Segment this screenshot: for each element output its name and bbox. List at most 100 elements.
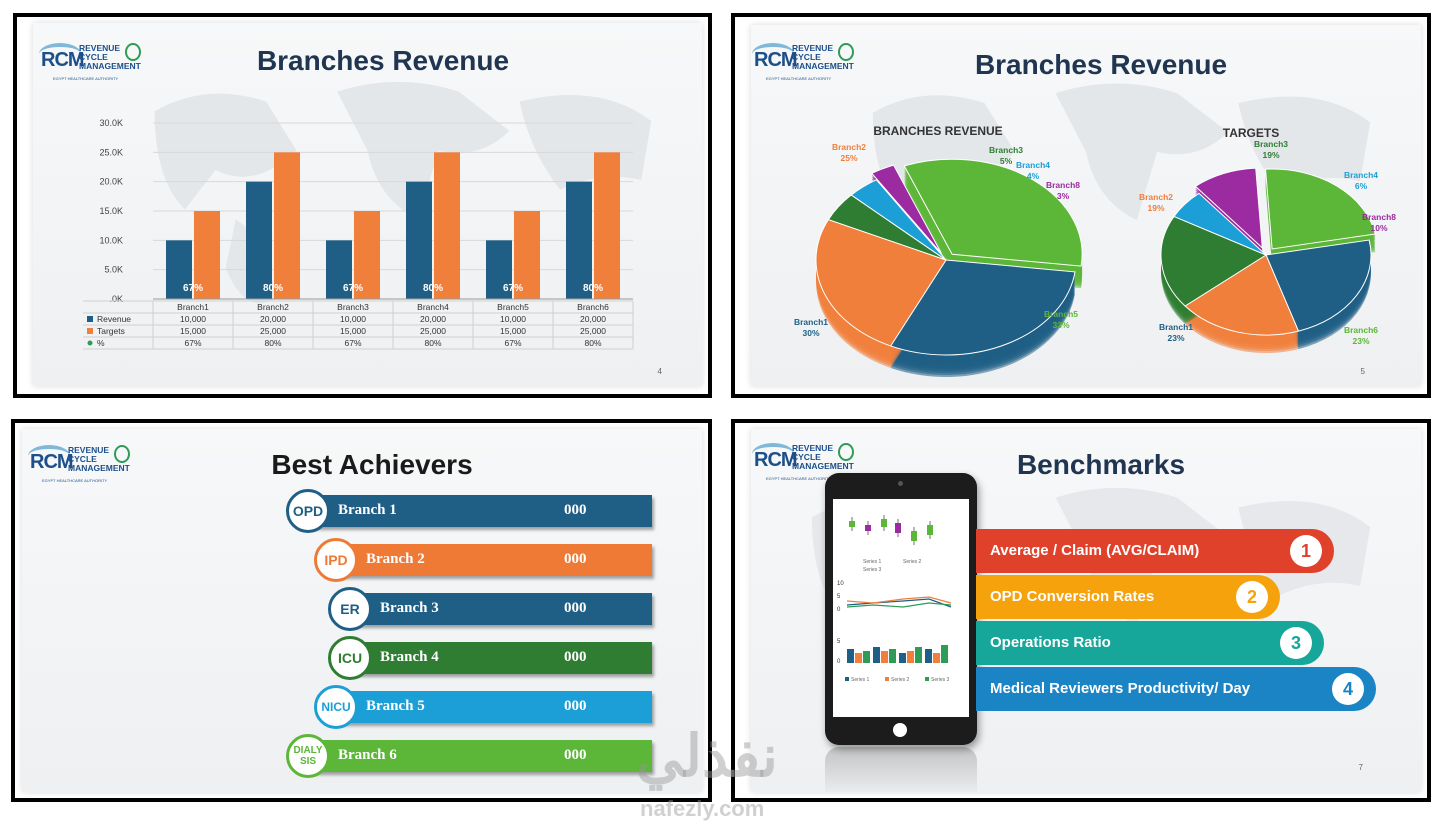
benchmark-number-badge: 4	[1332, 673, 1364, 705]
table-cell: 15,000	[500, 326, 526, 336]
percent-label: 67%	[503, 283, 523, 294]
mini-line-series	[846, 598, 952, 608]
benchmark-item[interactable]: Operations Ratio 3	[976, 621, 1324, 665]
slide-revenue-pie: RCM REVENUE CYCLE MANAGEMENT EGYPT HEALTHC…	[751, 25, 1421, 386]
pie-label: Branch8	[1046, 180, 1080, 190]
pie-value-label: 4%	[1027, 171, 1040, 181]
benchmark-number-badge: 2	[1236, 581, 1268, 613]
bar-revenue	[566, 181, 592, 299]
pie-title: TARGETS	[1223, 126, 1279, 140]
mini-bar	[941, 645, 948, 663]
pie-label: Branch5	[1044, 309, 1078, 319]
mini-bar	[925, 649, 932, 663]
table-cell: 15,000	[340, 326, 366, 336]
pie-slice	[1184, 254, 1300, 336]
logo-abbr: RCM	[41, 49, 85, 71]
table-cell: 10,000	[500, 314, 526, 324]
x-tick-label: Branch6	[577, 302, 609, 312]
table-cell: 67%	[344, 338, 361, 348]
mini-legend-key	[845, 677, 849, 681]
bar-revenue	[246, 181, 272, 299]
mini-axis-label: 0	[837, 607, 841, 613]
bar-revenue	[486, 240, 512, 299]
pie-slice	[903, 158, 1083, 267]
mini-legend-key	[925, 677, 929, 681]
mini-candle	[881, 519, 887, 527]
table-cell: 10,000	[340, 314, 366, 324]
achiever-branch: Branch 6	[338, 747, 397, 763]
achiever-value: 000	[564, 698, 587, 714]
logo-mark-icon	[838, 43, 854, 61]
pie-value-label: 33%	[1052, 320, 1069, 330]
benchmark-item[interactable]: OPD Conversion Rates 2	[976, 575, 1280, 619]
benchmark-label: Operations Ratio	[990, 634, 1111, 651]
pie-value-label: 30%	[802, 328, 819, 338]
slide-title: Branches Revenue	[974, 49, 1228, 80]
percent-label: 80%	[583, 283, 603, 294]
table-cell: 67%	[504, 338, 521, 348]
achiever-value: 000	[564, 551, 587, 567]
bar-targets	[594, 152, 620, 299]
pie-label: Branch8	[1362, 212, 1396, 222]
watermark-latin: nafezly.com	[640, 796, 765, 821]
table-cell: 20,000	[260, 314, 286, 324]
y-tick-label: 20.0K	[99, 177, 123, 187]
tablet-home-button[interactable]	[893, 723, 907, 737]
mini-bar	[889, 649, 896, 663]
mini-bar	[847, 649, 854, 663]
page-number: 7	[1358, 763, 1363, 772]
benchmark-number-badge: 1	[1290, 535, 1322, 567]
mini-legend-label: Series 3	[931, 677, 950, 683]
pie-label: Branch2	[1139, 192, 1173, 202]
targets-pie-chart: TARGETSBranch623%Branch123%Branch219%Bra…	[1139, 126, 1396, 353]
benchmark-label: OPD Conversion Rates	[990, 588, 1155, 605]
percent-label: 67%	[343, 283, 363, 294]
pie-label: Branch1	[794, 317, 828, 327]
logo-words: REVENUE CYCLE MANAGEMENT	[792, 443, 854, 471]
logo-swirl	[28, 445, 70, 467]
pie-label: Branch4	[1016, 160, 1050, 170]
pie-slice	[1264, 168, 1376, 250]
pie-value-label: 25%	[840, 153, 857, 163]
pie-slice	[1194, 167, 1263, 250]
achiever-branch: Branch 1	[338, 502, 397, 518]
achiever-branch: Branch 2	[366, 551, 425, 567]
mini-legend-label: Series 2	[891, 677, 910, 683]
slide-achievers: RCM REVENUE CYCLE MANAGEMENT EGYPT HEALTHC…	[22, 429, 702, 792]
y-tick-label: 30.0K	[99, 118, 123, 128]
pie-label: Branch4	[1344, 170, 1378, 180]
benchmark-number-badge: 3	[1280, 627, 1312, 659]
bar-revenue	[406, 181, 432, 299]
mini-candle	[911, 531, 917, 541]
rcm-logo: RCM REVENUE CYCLE MANAGEMENT EGYPT HEALTHC…	[39, 43, 145, 83]
legend-key	[87, 340, 93, 346]
benchmark-item[interactable]: Medical Reviewers Productivity/ Day 4	[976, 667, 1376, 711]
y-tick-label: 10.0K	[99, 235, 123, 245]
table-cell: 20,000	[420, 314, 446, 324]
y-tick-label: 25.0K	[99, 147, 123, 157]
pie-label: Branch6	[1344, 325, 1378, 335]
legend-label: Revenue	[97, 314, 131, 324]
mini-legend-label: Series 1	[851, 677, 870, 683]
slide-title: Benchmarks	[1016, 449, 1186, 480]
mini-bar	[863, 651, 870, 663]
rcm-logo: RCM REVENUE CYCLE MANAGEMENT EGYPT HEALTHC…	[752, 443, 858, 483]
logo-subtitle: EGYPT HEALTHCARE AUTHORITY	[53, 76, 119, 81]
mini-axis-label: 0	[837, 659, 841, 665]
achiever-bar: Branch 5 000	[338, 691, 652, 723]
logo-words: REVENUE CYCLE MANAGEMENT	[792, 43, 854, 71]
logo-swirl	[752, 43, 794, 65]
logo-mark-icon	[838, 443, 854, 461]
table-cell: 25,000	[420, 326, 446, 336]
slide-title: Branches Revenue	[256, 45, 510, 76]
benchmark-item[interactable]: Average / Claim (AVG/CLAIM) 1	[976, 529, 1334, 573]
slide-revenue-bar: RCM REVENUE CYCLE MANAGEMENT EGYPT HEALTHC…	[33, 23, 702, 386]
achiever-bar: Branch 3 000	[352, 593, 652, 625]
table-cell: 67%	[184, 338, 201, 348]
achiever-code-badge: NICU	[314, 685, 358, 729]
watermark-arabic: نفذلي	[636, 724, 778, 789]
percent-label: 80%	[423, 283, 443, 294]
mini-legend-label: Series 2	[903, 559, 922, 565]
mini-line-series	[846, 602, 952, 608]
achiever-code-badge: ER	[328, 587, 372, 631]
